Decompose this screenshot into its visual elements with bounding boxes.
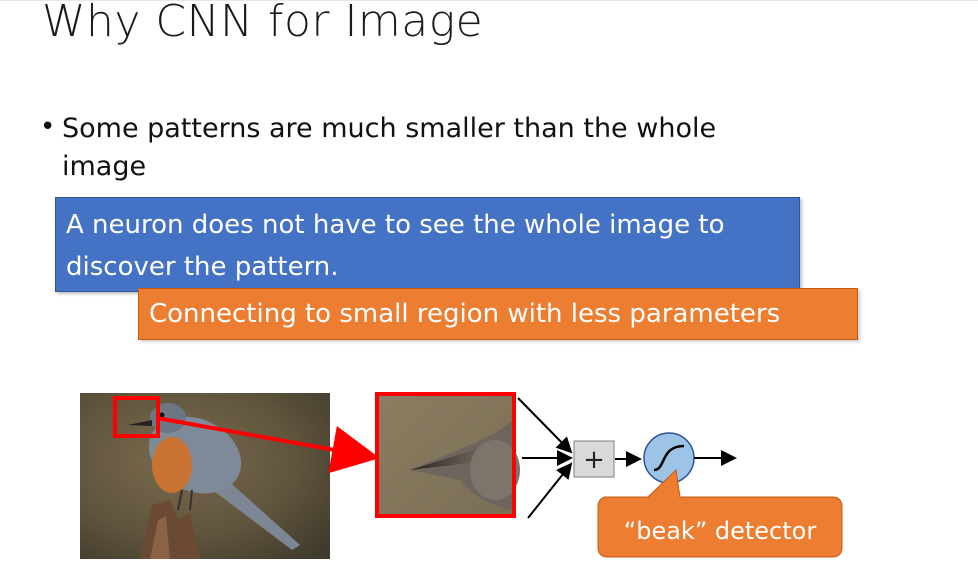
- slide-title: Why CNN for Image: [42, 0, 484, 47]
- neuron-note-text: A neuron does not have to see the whole …: [66, 210, 725, 282]
- bird-photo: [80, 393, 330, 559]
- neuron-note-box: A neuron does not have to see the whole …: [55, 197, 800, 292]
- beak-detector-callout: [597, 468, 843, 558]
- top-border: [0, 0, 978, 1]
- zoomed-beak-image: [377, 394, 520, 516]
- beak-detector-label: “beak” detector: [623, 517, 817, 545]
- bullet-dot-icon: •: [40, 112, 56, 142]
- plus-symbol: +: [583, 445, 605, 475]
- sigmoid-curve-icon: [653, 444, 685, 472]
- zoom-arrow: [156, 416, 380, 474]
- parameters-note-text: Connecting to small region with less par…: [149, 299, 781, 329]
- zoom-highlight-box: [375, 392, 516, 518]
- sum-box: [573, 440, 615, 478]
- bullet-text: Some patterns are much smaller than the …: [62, 113, 717, 182]
- parameters-note-box: Connecting to small region with less par…: [138, 288, 858, 340]
- activation-neuron-icon: [643, 432, 695, 484]
- neuron-inputs: [517, 397, 573, 519]
